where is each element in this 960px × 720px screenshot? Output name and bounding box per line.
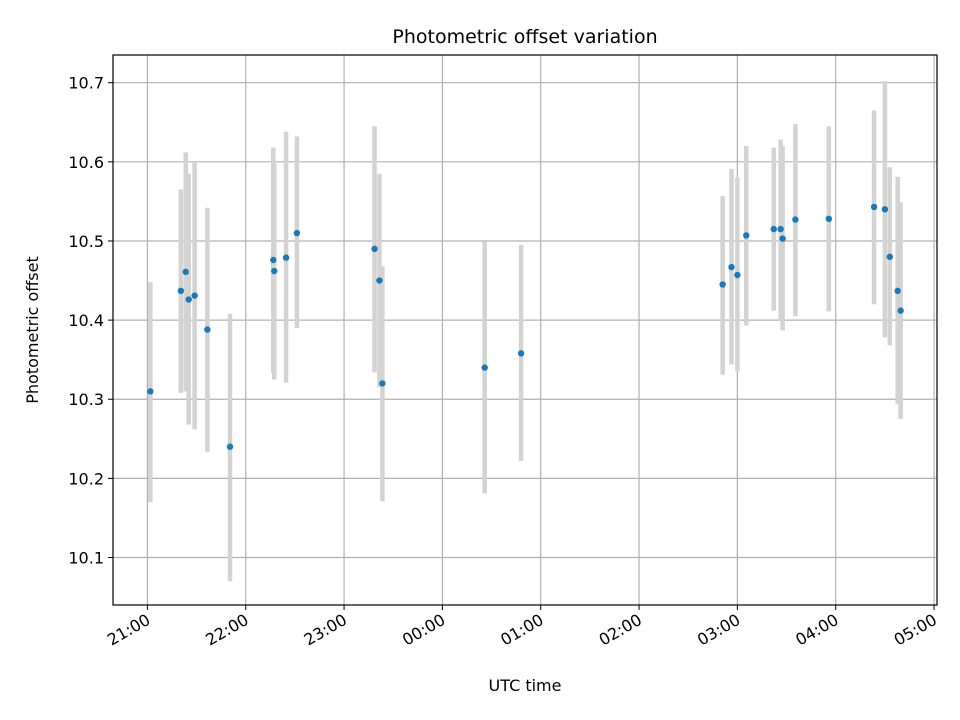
data-point [226, 443, 234, 450]
data-point [825, 215, 833, 223]
data-point [371, 245, 378, 253]
data-point [182, 268, 189, 276]
data-point [719, 281, 726, 288]
point-layer [147, 203, 904, 450]
data-point [743, 232, 750, 239]
y-axis-label: Photometric offset [23, 256, 42, 404]
data-point [271, 267, 278, 275]
data-point [777, 225, 784, 233]
data-point [379, 380, 386, 387]
data-point [185, 296, 192, 303]
y-tick-label: 10.7 [68, 74, 104, 93]
data-point [517, 350, 525, 357]
data-point [770, 225, 777, 233]
y-tick-label: 10.4 [68, 311, 104, 330]
data-point [147, 388, 154, 395]
data-point [881, 206, 889, 213]
data-point [282, 254, 290, 261]
y-tick-label: 10.6 [68, 153, 104, 172]
y-tick-label: 10.3 [68, 390, 104, 409]
y-tick-label: 10.5 [68, 232, 104, 251]
data-point [376, 277, 383, 284]
data-point [191, 292, 198, 299]
data-point [897, 307, 904, 314]
data-point [792, 216, 799, 223]
data-point [270, 256, 277, 264]
data-point [779, 235, 786, 242]
data-point [481, 364, 488, 371]
data-point [728, 263, 735, 271]
plot-frame [112, 54, 938, 606]
data-point [734, 271, 741, 279]
y-tick-label: 10.2 [68, 469, 104, 488]
grid-layer [113, 55, 937, 605]
x-axis-label: UTC time [489, 676, 562, 695]
y-tick-label: 10.1 [68, 549, 104, 568]
data-point [886, 253, 894, 260]
data-point [293, 229, 301, 237]
data-point [177, 287, 185, 295]
data-point [204, 326, 211, 333]
data-point [894, 287, 901, 295]
data-point [870, 203, 878, 211]
chart-title: Photometric offset variation [392, 26, 657, 48]
